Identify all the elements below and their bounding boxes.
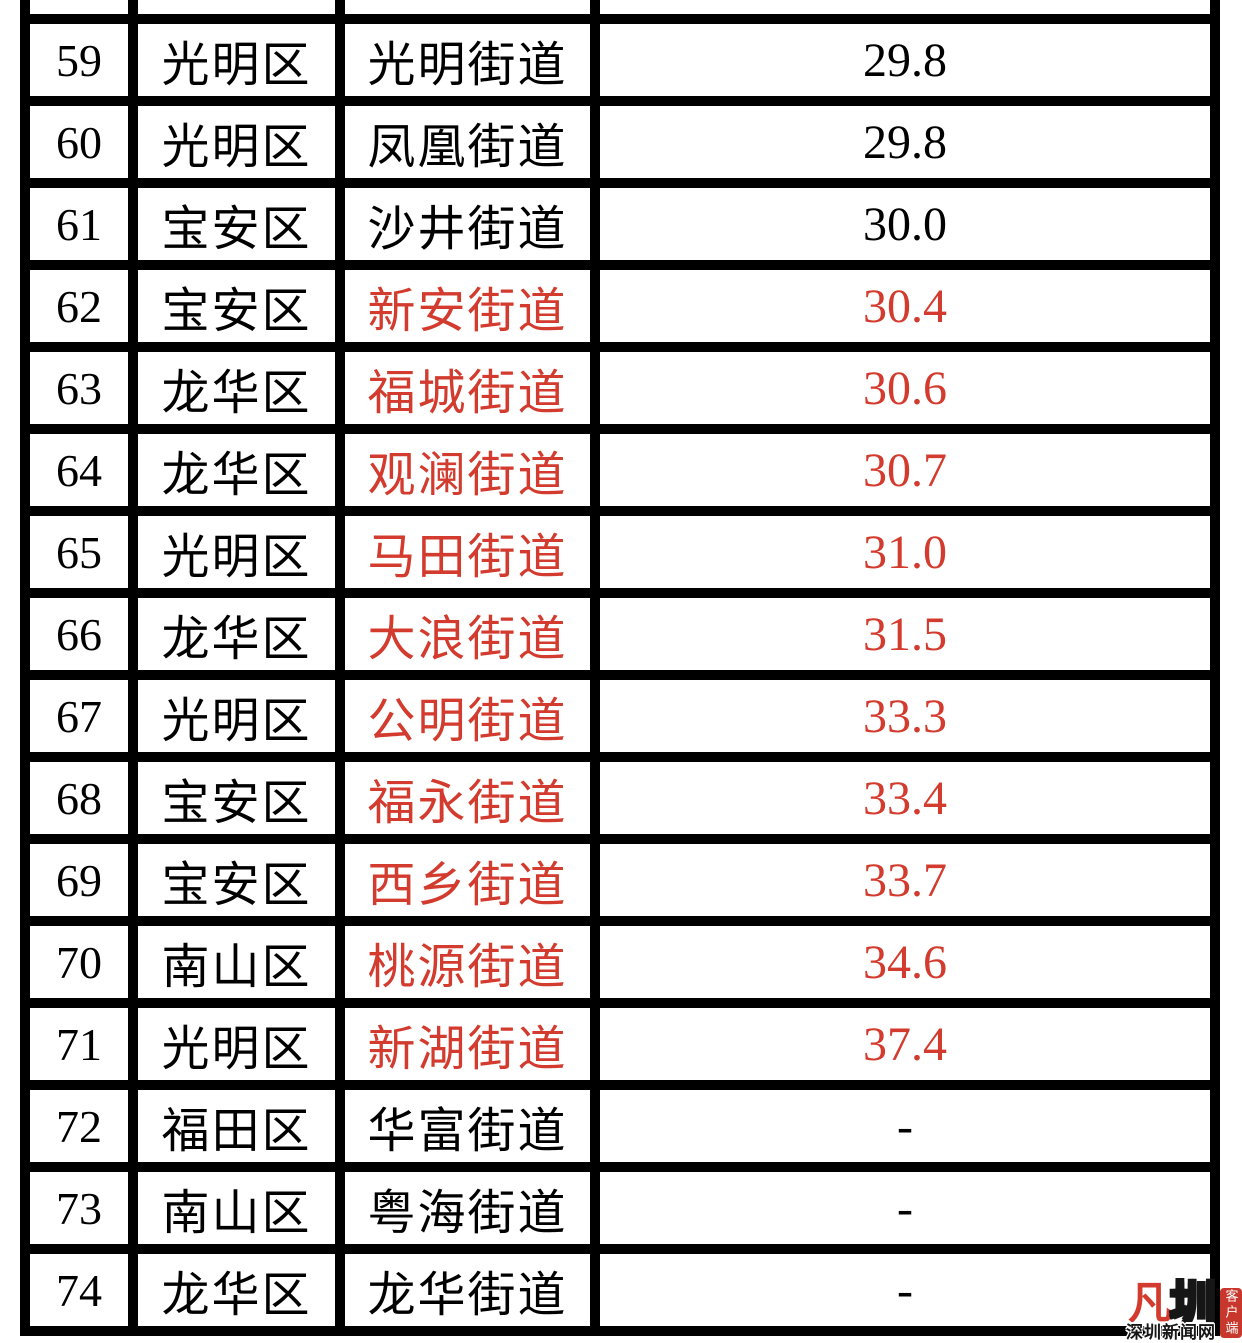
- value-cell: -: [600, 1090, 1210, 1162]
- clipped-row-cell: [138, 0, 335, 14]
- value-cell: 30.4: [600, 270, 1210, 342]
- district-cell: 光明区: [138, 1008, 335, 1080]
- street-cell: 公明街道: [345, 680, 590, 752]
- rank-cell: 70: [30, 926, 128, 998]
- street-cell: 福城街道: [345, 352, 590, 424]
- rank-cell: 72: [30, 1090, 128, 1162]
- street-cell: 观澜街道: [345, 434, 590, 506]
- rank-cell: 69: [30, 844, 128, 916]
- district-cell: 南山区: [138, 926, 335, 998]
- street-cell: 西乡街道: [345, 844, 590, 916]
- value-cell: 33.4: [600, 762, 1210, 834]
- watermark-caption: 深圳新闻网: [1126, 1323, 1216, 1342]
- clipped-row-cell: [30, 0, 128, 14]
- district-cell: 福田区: [138, 1090, 335, 1162]
- district-cell: 宝安区: [138, 762, 335, 834]
- rank-cell: 67: [30, 680, 128, 752]
- street-cell: 福永街道: [345, 762, 590, 834]
- district-cell: 南山区: [138, 1172, 335, 1244]
- district-cell: 宝安区: [138, 844, 335, 916]
- value-cell: 34.6: [600, 926, 1210, 998]
- ranking-table: 59 光明区 光明街道 29.8 60 光明区 凤凰街道 29.8 61 宝安区 沙井街道 30.0 6…: [20, 0, 1220, 1336]
- street-cell: 华富街道: [345, 1090, 590, 1162]
- rank-cell: 74: [30, 1254, 128, 1326]
- district-cell: 光明区: [138, 680, 335, 752]
- value-cell: 31.0: [600, 516, 1210, 588]
- rank-cell: 73: [30, 1172, 128, 1244]
- street-cell: 凤凰街道: [345, 106, 590, 178]
- district-cell: 宝安区: [138, 188, 335, 260]
- value-cell: 29.8: [600, 106, 1210, 178]
- rank-cell: 66: [30, 598, 128, 670]
- district-cell: 龙华区: [138, 1254, 335, 1326]
- street-cell: 新安街道: [345, 270, 590, 342]
- street-cell: 大浪街道: [345, 598, 590, 670]
- street-cell: 粤海街道: [345, 1172, 590, 1244]
- street-cell: 龙华街道: [345, 1254, 590, 1326]
- street-cell: 马田街道: [345, 516, 590, 588]
- rank-cell: 60: [30, 106, 128, 178]
- value-cell: 30.7: [600, 434, 1210, 506]
- district-cell: 龙华区: [138, 434, 335, 506]
- rank-cell: 68: [30, 762, 128, 834]
- rank-cell: 65: [30, 516, 128, 588]
- district-cell: 龙华区: [138, 598, 335, 670]
- value-cell: 33.7: [600, 844, 1210, 916]
- street-cell: 光明街道: [345, 24, 590, 96]
- district-cell: 光明区: [138, 516, 335, 588]
- rank-cell: 63: [30, 352, 128, 424]
- rank-cell: 59: [30, 24, 128, 96]
- rank-cell: 64: [30, 434, 128, 506]
- shenzhen-news-logo: 凡 圳: [1128, 1277, 1218, 1329]
- clipped-row-cell: [345, 0, 590, 14]
- rank-cell: 62: [30, 270, 128, 342]
- district-cell: 光明区: [138, 24, 335, 96]
- value-cell: -: [600, 1254, 1210, 1326]
- street-cell: 桃源街道: [345, 926, 590, 998]
- value-cell: 30.0: [600, 188, 1210, 260]
- logo-zhen-icon: 圳: [1169, 1277, 1218, 1329]
- street-cell: 沙井街道: [345, 188, 590, 260]
- clipped-row-cell: [600, 0, 1210, 14]
- value-cell: 37.4: [600, 1008, 1210, 1080]
- rank-cell: 61: [30, 188, 128, 260]
- value-cell: 29.8: [600, 24, 1210, 96]
- street-cell: 新湖街道: [345, 1008, 590, 1080]
- value-cell: -: [600, 1172, 1210, 1244]
- district-cell: 龙华区: [138, 352, 335, 424]
- watermark-shenzhen-news: 凡 圳 深圳新闻网 客户端: [1126, 1272, 1242, 1342]
- district-cell: 宝安区: [138, 270, 335, 342]
- watermark-client-badge: 客户端: [1220, 1288, 1242, 1338]
- rank-cell: 71: [30, 1008, 128, 1080]
- value-cell: 33.3: [600, 680, 1210, 752]
- district-cell: 光明区: [138, 106, 335, 178]
- value-cell: 31.5: [600, 598, 1210, 670]
- value-cell: 30.6: [600, 352, 1210, 424]
- logo-fan-icon: 凡: [1128, 1279, 1172, 1328]
